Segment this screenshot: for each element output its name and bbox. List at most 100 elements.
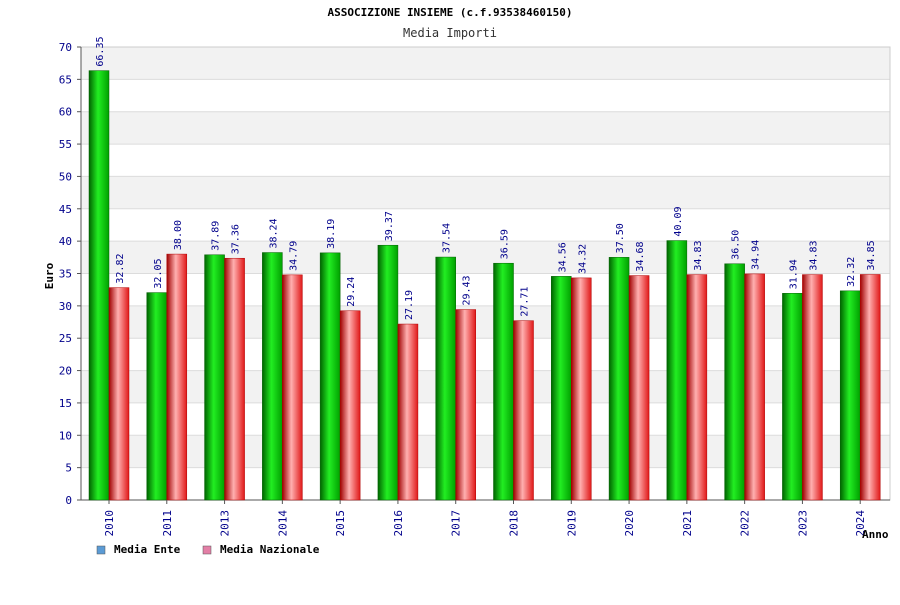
x-tick-label: 2024 [854, 510, 867, 537]
y-tick-label: 35 [59, 268, 72, 281]
bar-media-nazionale [166, 253, 188, 501]
bar-media-nazionale [628, 275, 650, 501]
x-tick-label: 2013 [219, 510, 232, 537]
plot-band [81, 79, 890, 112]
y-tick-label: 60 [59, 106, 72, 119]
bar-media-ente [782, 293, 803, 501]
plot-band [81, 176, 890, 209]
data-label: 32.05 [153, 258, 164, 288]
y-tick-label: 45 [59, 203, 72, 216]
data-label: 34.94 [751, 240, 762, 270]
y-axis-ticks: 0 5 10 15 20 25 30 35 40 45 50 55 60 65 70 [59, 41, 81, 507]
bar-media-nazionale [339, 310, 361, 501]
plot-band [81, 435, 890, 468]
bar-media-ente [839, 290, 861, 501]
bar-media-ente [204, 254, 225, 501]
y-tick-label: 30 [59, 300, 72, 313]
bar-media-ente [377, 244, 399, 501]
bar-media-nazionale [108, 287, 130, 501]
data-label: 34.85 [866, 240, 877, 270]
bar-media-nazionale [686, 274, 708, 501]
y-tick-label: 50 [59, 170, 72, 183]
data-label: 34.83 [693, 240, 704, 270]
data-label: 29.24 [346, 277, 357, 307]
x-tick-label: 2011 [161, 510, 174, 537]
bar-media-ente [435, 256, 456, 501]
data-label: 37.36 [231, 224, 242, 254]
y-tick-label: 5 [65, 462, 72, 475]
data-label: 36.50 [731, 230, 742, 260]
data-label: 31.94 [788, 259, 799, 289]
x-axis-label: Anno [862, 528, 889, 541]
plot-band [81, 467, 890, 500]
data-label: 34.68 [635, 241, 646, 271]
data-label: 37.50 [615, 223, 626, 253]
x-tick-label: 2019 [565, 510, 578, 537]
bar-media-nazionale [224, 257, 245, 501]
bar-media-ente [146, 292, 168, 501]
x-tick-label: 2018 [508, 510, 521, 537]
data-label: 36.59 [500, 229, 511, 259]
plot-band [81, 305, 890, 339]
plot-band [81, 273, 890, 306]
data-label: 29.43 [462, 275, 473, 305]
bar-media-nazionale [571, 277, 592, 501]
plot-band [81, 402, 890, 436]
x-tick-label: 2015 [334, 510, 347, 537]
y-axis-label: Euro [43, 262, 56, 289]
bar-media-nazionale [397, 323, 419, 501]
legend-swatch-media-ente [96, 545, 106, 555]
plot-band [81, 47, 890, 80]
x-tick-label: 2010 [103, 510, 116, 537]
data-label: 37.54 [442, 223, 453, 253]
data-label: 34.79 [288, 241, 299, 271]
bar-media-ente [493, 262, 514, 501]
chart-title: ASSOCIZIONE INSIEME (c.f.93538460150) [327, 6, 572, 19]
bar-media-ente [724, 263, 745, 501]
x-tick-label: 2017 [450, 510, 463, 537]
data-label: 32.82 [115, 253, 126, 283]
data-labels: 66.35 32.82 32.05 38.00 37.89 37.36 38.24 34.79… [95, 37, 877, 321]
bar-media-nazionale [802, 274, 823, 501]
plot-band [81, 208, 890, 242]
bar-media-ente [319, 252, 341, 501]
plot-band [81, 370, 890, 403]
data-label: 39.37 [384, 211, 395, 241]
y-tick-label: 65 [59, 73, 72, 86]
data-label: 38.19 [326, 219, 337, 249]
x-tick-label: 2014 [276, 510, 289, 537]
plot-band [81, 338, 890, 371]
y-tick-label: 40 [59, 235, 72, 248]
data-label: 38.24 [268, 218, 279, 248]
x-tick-label: 2016 [392, 510, 405, 537]
chart-subtitle: Media Importi [403, 26, 497, 40]
plot-band [81, 241, 890, 274]
bar-media-nazionale [744, 273, 765, 501]
y-tick-label: 20 [59, 365, 72, 378]
legend: Media Ente Media Nazionale [96, 543, 320, 556]
y-tick-label: 10 [59, 429, 72, 442]
y-tick-label: 0 [65, 494, 72, 507]
x-axis-ticks: 2010 2011 2013 2014 2015 2016 2017 2018 2019 2020… [103, 500, 867, 537]
y-tick-label: 70 [59, 41, 72, 54]
legend-swatch-media-nazionale [202, 545, 212, 555]
x-tick-label: 2020 [623, 510, 636, 537]
bar-media-nazionale [455, 309, 476, 501]
data-label: 40.09 [673, 206, 684, 236]
legend-label-media-ente: Media Ente [114, 543, 181, 556]
bar-media-ente [88, 70, 110, 501]
plot-band [81, 144, 890, 177]
x-tick-label: 2022 [739, 510, 752, 537]
bar-media-nazionale [282, 274, 303, 501]
x-tick-label: 2023 [796, 510, 809, 537]
y-tick-label: 55 [59, 138, 72, 151]
data-label: 27.19 [404, 290, 415, 320]
data-label: 27.71 [520, 287, 531, 317]
data-label: 66.35 [95, 37, 106, 67]
bar-media-ente [551, 276, 572, 501]
y-tick-label: 15 [59, 397, 72, 410]
bar-media-ente [262, 252, 283, 501]
data-label: 38.00 [173, 220, 184, 250]
